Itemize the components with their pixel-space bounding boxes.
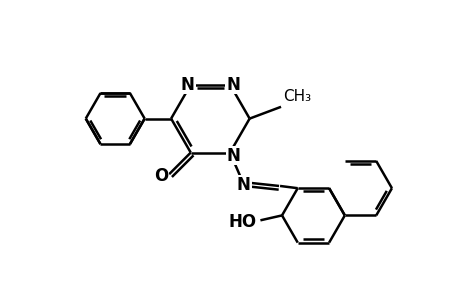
Text: N: N [180,76,194,94]
Text: CH₃: CH₃ [282,89,310,104]
Text: HO: HO [228,213,256,231]
Text: N: N [225,76,239,94]
Text: N: N [236,176,250,194]
Text: O: O [154,167,168,185]
Text: N: N [226,147,241,165]
